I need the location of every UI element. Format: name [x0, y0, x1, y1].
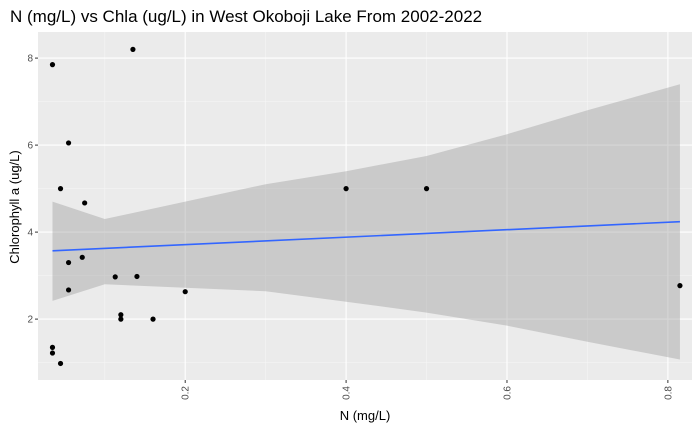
x-tick-label: 0.8 [663, 386, 674, 400]
data-point-7 [112, 274, 118, 280]
data-point-8 [134, 273, 140, 280]
data-point-13 [150, 316, 156, 322]
data-point-11 [118, 312, 124, 318]
grid-major [38, 32, 692, 380]
data-point-3 [57, 186, 64, 192]
fit-line [52, 220, 680, 252]
data-point-14 [49, 344, 56, 350]
y-axis-ticks: 2 4 6 8 [27, 54, 38, 326]
data-point-18 [423, 186, 430, 192]
y-axis-title: Chlorophyll a (ug/L) [7, 150, 22, 263]
grid-minor [38, 32, 692, 380]
data-points [49, 46, 683, 367]
data-point-12 [118, 316, 124, 322]
data-point-17 [343, 186, 349, 192]
data-point-9 [65, 287, 72, 293]
data-point-4 [82, 200, 88, 206]
chart-title: N (mg/L) vs Chla (ug/L) in West Okoboji … [10, 7, 482, 26]
y-tick-label: 4 [27, 228, 33, 239]
data-point-19 [677, 283, 683, 289]
x-tick-label: 0.2 [181, 386, 192, 400]
x-axis-ticks: 0.2 0.4 0.6 0.8 [181, 380, 674, 400]
data-point-2 [65, 140, 72, 146]
x-axis-title: N (mg/L) [340, 408, 391, 423]
data-point-5 [79, 254, 85, 260]
y-tick-label: 2 [27, 315, 33, 326]
data-point-16 [57, 360, 64, 367]
data-point-15 [49, 350, 56, 356]
data-point-10 [182, 289, 188, 295]
data-point-6 [65, 259, 72, 266]
y-tick-label: 6 [27, 141, 33, 152]
data-point-1 [130, 46, 136, 53]
data-point-0 [49, 62, 56, 68]
plot-panel [38, 32, 692, 380]
x-tick-label: 0.4 [342, 386, 353, 400]
y-tick-label: 8 [27, 54, 33, 65]
confidence-band [52, 84, 680, 360]
x-tick-label: 0.6 [502, 386, 513, 400]
